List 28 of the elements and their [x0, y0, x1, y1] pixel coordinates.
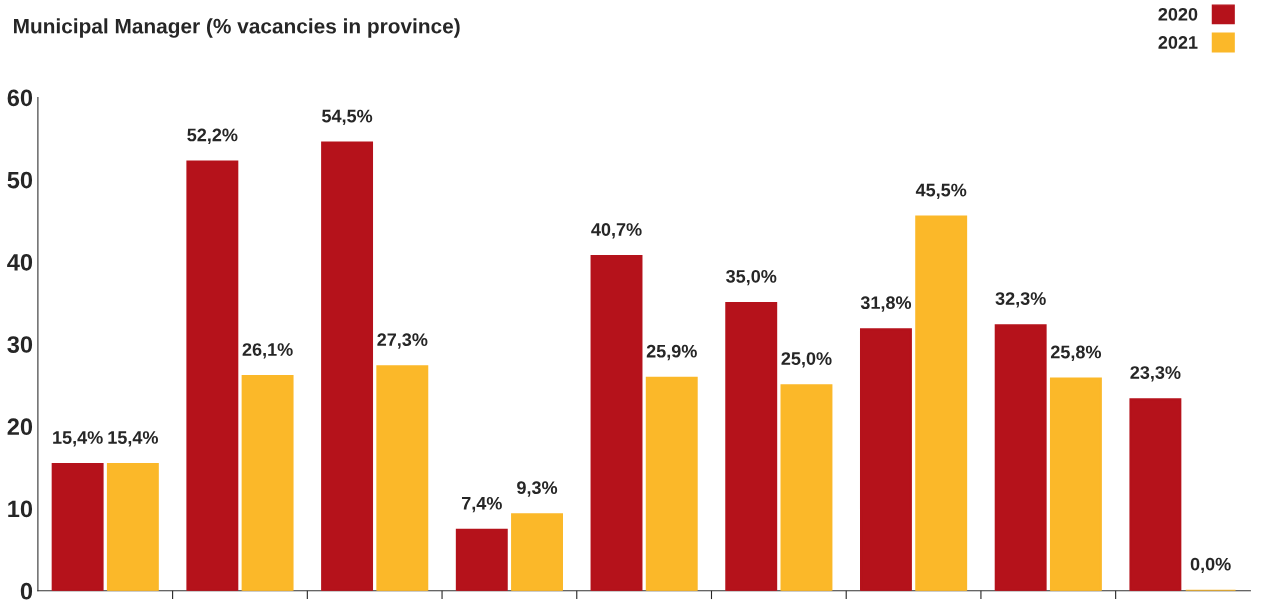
data-label: 25,9%	[646, 344, 697, 361]
y-tick-label: 10	[8, 500, 33, 518]
data-label: 27,3%	[377, 333, 428, 349]
data-label: 26,1%	[242, 343, 293, 359]
data-label: 25,0%	[781, 352, 832, 368]
data-label: 15,4%	[53, 431, 103, 447]
data-label: 7,4%	[461, 496, 502, 513]
data-label: 52,2%	[187, 128, 238, 144]
data-label: 0,0%	[1190, 557, 1231, 574]
data-label: 40,7%	[591, 223, 642, 239]
data-label: 54,5%	[322, 109, 373, 126]
legend-label: 2020	[1158, 7, 1198, 21]
data-label: 35,0%	[726, 269, 777, 286]
legend-label: 2021	[1158, 36, 1198, 49]
data-label: 32,3%	[995, 292, 1046, 308]
data-label: 15,4%	[108, 431, 158, 447]
y-tick-label: 20	[7, 418, 33, 436]
y-tick-label: 60	[7, 89, 33, 107]
data-label: 31,8%	[860, 296, 912, 312]
data-label: 25,8%	[1050, 345, 1102, 361]
data-label: 23,3%	[1130, 366, 1181, 382]
chart-title: Municipal Manager (% vacancies in province)	[14, 18, 460, 38]
y-tick-label: 50	[7, 171, 33, 189]
y-tick-label: 40	[7, 253, 33, 271]
data-label: 9,3%	[517, 481, 558, 497]
y-tick-label: 30	[7, 336, 33, 353]
data-label: 45,5%	[915, 183, 967, 200]
y-tick-label: 0	[20, 582, 33, 600]
